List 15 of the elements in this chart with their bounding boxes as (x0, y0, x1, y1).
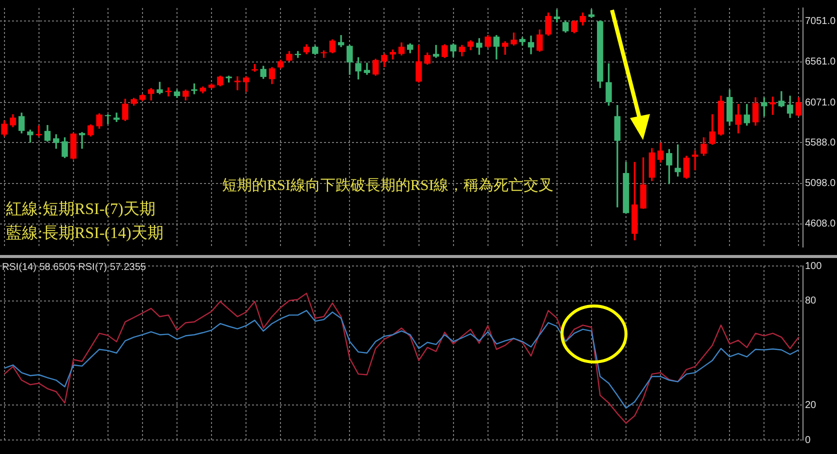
y-tick-label: 100 (805, 260, 822, 272)
annotation: RSI(14) 58.6505 RSI(7) 57.2355 (2, 262, 146, 273)
y-tick-label: 20 (805, 400, 817, 411)
y-tick-label: 80 (805, 296, 817, 307)
y-tick-label: 6561.0 (805, 56, 836, 68)
candlestick (770, 96, 776, 115)
y-tick-label: 0 (805, 434, 811, 446)
annotation: 紅線:短期RSI-(7)天期 (6, 200, 156, 220)
annotation: 短期的RSI線向下跌破長期的RSI線，稱為死亡交叉 (222, 176, 554, 195)
annotation: 藍線:長期RSI-(14)天期 (6, 224, 164, 244)
y-tick-label: 5588.0 (805, 137, 836, 148)
y-tick-label: 7051.0 (805, 16, 836, 27)
y-tick-label: 4608.0 (805, 218, 836, 230)
y-tick-label: 5098.0 (805, 178, 836, 190)
y-tick-label: 6071.0 (805, 97, 836, 108)
